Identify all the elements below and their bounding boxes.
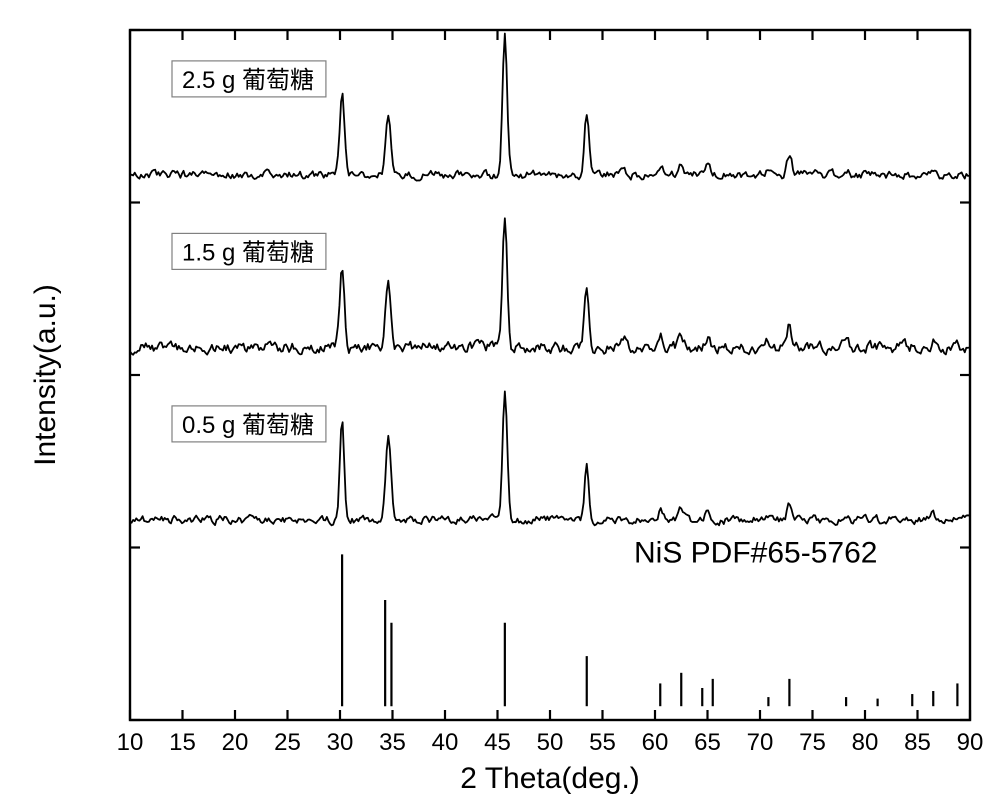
svg-text:60: 60 [642,729,669,756]
svg-text:65: 65 [694,729,721,756]
svg-text:35: 35 [379,729,406,756]
svg-text:40: 40 [432,729,459,756]
svg-text:85: 85 [904,729,931,756]
svg-text:2 Theta(deg.): 2 Theta(deg.) [460,762,640,795]
svg-text:25: 25 [274,729,301,756]
xrd-plot: 10 15 20 25 30 35 40 45 50 55 60 65 70 75 80 85 90 2 Thet… [0,0,1000,805]
svg-text:70: 70 [747,729,774,756]
svg-text:15: 15 [169,729,196,756]
svg-text:20: 20 [222,729,249,756]
svg-text:2.5 g 葡萄糖: 2.5 g 葡萄糖 [182,67,314,94]
svg-text:45: 45 [484,729,511,756]
svg-text:NiS PDF#65-5762: NiS PDF#65-5762 [634,536,877,569]
svg-text:90: 90 [957,729,984,756]
svg-text:30: 30 [327,729,354,756]
svg-text:0.5 g 葡萄糖: 0.5 g 葡萄糖 [182,412,314,439]
svg-text:55: 55 [589,729,616,756]
svg-text:75: 75 [799,729,826,756]
svg-text:1.5 g 葡萄糖: 1.5 g 葡萄糖 [182,239,314,266]
svg-text:Intensity(a.u.): Intensity(a.u.) [29,284,62,466]
svg-text:10: 10 [117,729,144,756]
svg-text:80: 80 [852,729,879,756]
svg-text:50: 50 [537,729,564,756]
